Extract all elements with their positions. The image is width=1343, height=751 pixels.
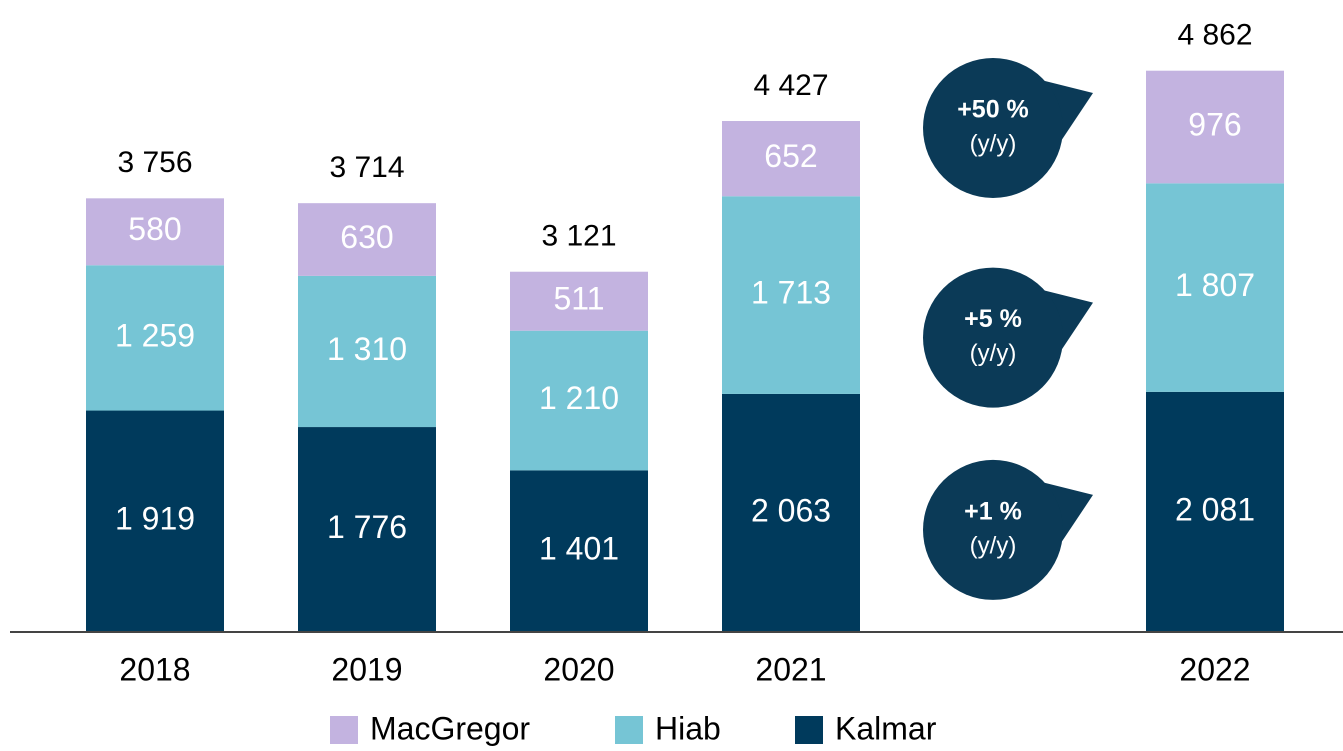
bar-segment — [86, 198, 224, 266]
x-tick-label: 2021 — [755, 651, 826, 687]
x-tick-label: 2019 — [331, 651, 402, 687]
segment-label: 630 — [340, 219, 393, 255]
total-label: 4 862 — [1177, 19, 1252, 52]
bar-segment — [722, 196, 860, 394]
segment-label: 1 401 — [539, 531, 619, 567]
bar-segment — [298, 275, 436, 428]
bubble — [923, 459, 1063, 600]
segment-label: 1 259 — [115, 317, 195, 353]
bar-segment — [298, 427, 436, 632]
bubble — [923, 267, 1063, 408]
segment-label: 652 — [764, 138, 817, 174]
bar-segment — [722, 393, 860, 632]
bar-segment — [510, 271, 648, 331]
bar-segment — [510, 470, 648, 632]
segment-label: 1 210 — [539, 380, 619, 416]
segment-label: 1 807 — [1175, 267, 1255, 303]
legend-swatch — [795, 716, 823, 744]
bar-segment — [1146, 183, 1284, 392]
legend-swatch — [615, 716, 643, 744]
bar-segment — [510, 330, 648, 471]
legend-label: Kalmar — [835, 710, 937, 746]
legend-label: MacGregor — [370, 710, 530, 746]
change-label: +5 % — [964, 305, 1022, 333]
x-tick-label: 2022 — [1179, 651, 1250, 687]
bar-segment — [86, 410, 224, 632]
x-tick-label: 2018 — [119, 651, 190, 687]
segment-label: 511 — [553, 281, 604, 317]
segment-label: 580 — [128, 211, 181, 247]
bar-segment — [86, 265, 224, 411]
segment-label: 1 776 — [327, 509, 407, 545]
segment-label: 2 081 — [1175, 491, 1255, 527]
bar-segment — [722, 121, 860, 197]
total-label: 3 121 — [541, 220, 616, 253]
total-label: 3 756 — [117, 146, 192, 179]
bubble — [923, 58, 1063, 198]
total-label: 4 427 — [753, 69, 828, 102]
change-note: (y/y) — [970, 130, 1017, 157]
segment-label: 976 — [1188, 106, 1241, 142]
segment-label: 1 919 — [115, 501, 195, 537]
legend-swatch — [330, 716, 358, 744]
segment-label: 2 063 — [751, 492, 831, 528]
legend-label: Hiab — [655, 710, 721, 746]
total-label: 3 714 — [329, 151, 404, 184]
bar-segment — [1146, 70, 1284, 184]
change-note: (y/y) — [970, 532, 1017, 559]
x-tick-label: 2020 — [543, 651, 614, 687]
change-label: +1 % — [964, 498, 1022, 526]
bar-segment — [298, 203, 436, 276]
change-label: +50 % — [957, 96, 1029, 124]
segment-label: 1 713 — [751, 275, 831, 311]
bar-segment — [1146, 391, 1284, 632]
change-note: (y/y) — [970, 340, 1017, 367]
segment-label: 1 310 — [327, 331, 407, 367]
